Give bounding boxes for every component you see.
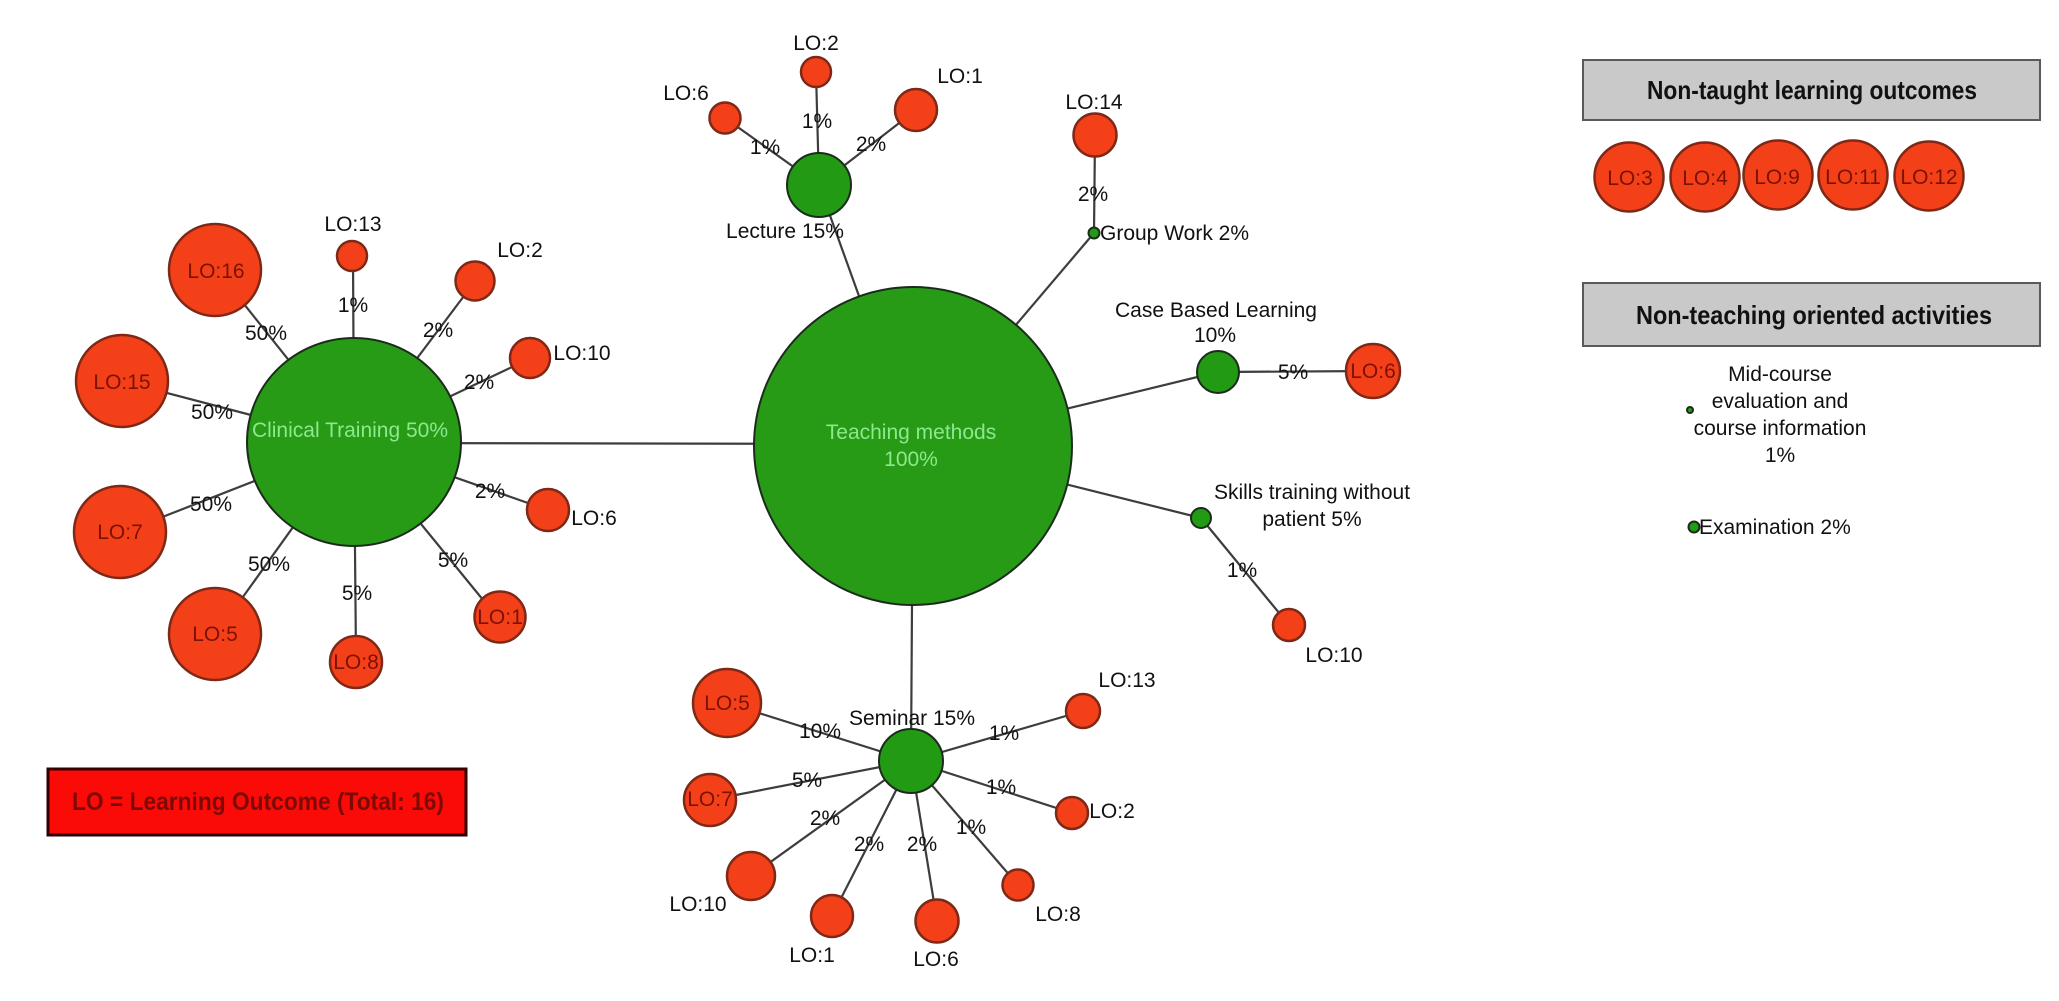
svg-text:1%: 1% bbox=[802, 110, 832, 133]
svg-text:100%: 100% bbox=[884, 448, 938, 471]
svg-text:50%: 50% bbox=[245, 322, 287, 345]
svg-text:LO:5: LO:5 bbox=[192, 623, 238, 646]
svg-text:LO:2: LO:2 bbox=[497, 239, 543, 262]
svg-text:LO:7: LO:7 bbox=[97, 521, 143, 544]
svg-text:LO:6: LO:6 bbox=[913, 948, 959, 971]
svg-text:LO:6: LO:6 bbox=[571, 507, 617, 530]
svg-text:LO:10: LO:10 bbox=[553, 342, 610, 365]
svg-text:LO:10: LO:10 bbox=[1305, 644, 1362, 667]
svg-text:1%: 1% bbox=[1765, 444, 1795, 467]
svg-text:10%: 10% bbox=[799, 720, 841, 743]
svg-text:Examination 2%: Examination 2% bbox=[1699, 516, 1851, 539]
svg-text:LO:2: LO:2 bbox=[793, 32, 839, 55]
svg-text:Seminar 15%: Seminar 15% bbox=[849, 707, 975, 730]
svg-text:Group Work 2%: Group Work 2% bbox=[1100, 222, 1249, 245]
svg-text:1%: 1% bbox=[989, 722, 1019, 745]
svg-text:LO:1: LO:1 bbox=[789, 944, 835, 967]
svg-text:LO:15: LO:15 bbox=[93, 371, 150, 394]
svg-text:patient 5%: patient 5% bbox=[1262, 508, 1361, 531]
svg-text:LO:12: LO:12 bbox=[1900, 166, 1957, 189]
svg-text:5%: 5% bbox=[438, 549, 468, 572]
svg-text:Non-taught learning outcomes: Non-taught learning outcomes bbox=[1647, 75, 1977, 105]
svg-text:LO:14: LO:14 bbox=[1065, 91, 1123, 114]
svg-text:Skills training without: Skills training without bbox=[1214, 481, 1410, 504]
svg-text:Case Based Learning: Case Based Learning bbox=[1115, 299, 1317, 322]
svg-text:LO:4: LO:4 bbox=[1682, 167, 1728, 190]
svg-text:5%: 5% bbox=[342, 582, 372, 605]
svg-text:2%: 2% bbox=[475, 480, 505, 503]
svg-text:LO:11: LO:11 bbox=[1825, 166, 1881, 189]
svg-text:LO:7: LO:7 bbox=[687, 788, 733, 811]
svg-text:2%: 2% bbox=[1078, 183, 1108, 206]
svg-text:LO:8: LO:8 bbox=[1035, 903, 1081, 926]
svg-text:Mid-course: Mid-course bbox=[1728, 363, 1832, 386]
svg-text:1%: 1% bbox=[1227, 559, 1257, 582]
svg-text:1%: 1% bbox=[750, 136, 780, 159]
svg-text:5%: 5% bbox=[1278, 361, 1308, 384]
svg-text:1%: 1% bbox=[338, 294, 368, 317]
svg-text:Teaching methods: Teaching methods bbox=[826, 421, 996, 444]
svg-text:50%: 50% bbox=[248, 553, 290, 576]
svg-text:50%: 50% bbox=[191, 401, 233, 424]
svg-text:LO:2: LO:2 bbox=[1089, 800, 1135, 823]
svg-text:1%: 1% bbox=[986, 776, 1016, 799]
svg-text:5%: 5% bbox=[792, 769, 822, 792]
svg-text:LO:10: LO:10 bbox=[669, 893, 726, 916]
svg-text:course information: course information bbox=[1694, 417, 1867, 440]
svg-text:LO:13: LO:13 bbox=[1098, 669, 1155, 692]
svg-text:LO = Learning Outcome (Total:: LO = Learning Outcome (Total: 16) bbox=[72, 788, 444, 816]
svg-text:LO:5: LO:5 bbox=[704, 692, 750, 715]
svg-text:2%: 2% bbox=[464, 371, 494, 394]
svg-text:LO:1: LO:1 bbox=[937, 65, 983, 88]
svg-text:Non-teaching oriented activiti: Non-teaching oriented activities bbox=[1636, 300, 1992, 330]
svg-text:LO:1: LO:1 bbox=[477, 606, 523, 629]
svg-text:1%: 1% bbox=[956, 816, 986, 839]
svg-text:2%: 2% bbox=[856, 133, 886, 156]
svg-text:LO:6: LO:6 bbox=[663, 82, 709, 105]
svg-text:Lecture 15%: Lecture 15% bbox=[726, 220, 844, 243]
svg-text:2%: 2% bbox=[810, 807, 840, 830]
svg-text:LO:13: LO:13 bbox=[324, 213, 381, 236]
svg-text:Clinical Training 50%: Clinical Training 50% bbox=[252, 419, 448, 442]
svg-text:LO:8: LO:8 bbox=[333, 651, 379, 674]
svg-text:LO:9: LO:9 bbox=[1754, 166, 1800, 189]
svg-text:2%: 2% bbox=[907, 833, 937, 856]
svg-text:evaluation and: evaluation and bbox=[1712, 390, 1849, 413]
svg-text:2%: 2% bbox=[423, 319, 453, 342]
svg-text:LO:3: LO:3 bbox=[1607, 167, 1653, 190]
svg-text:LO:6: LO:6 bbox=[1350, 360, 1396, 383]
svg-text:2%: 2% bbox=[854, 833, 884, 856]
svg-text:10%: 10% bbox=[1194, 324, 1236, 347]
svg-text:LO:16: LO:16 bbox=[187, 260, 244, 283]
svg-text:50%: 50% bbox=[190, 493, 232, 516]
